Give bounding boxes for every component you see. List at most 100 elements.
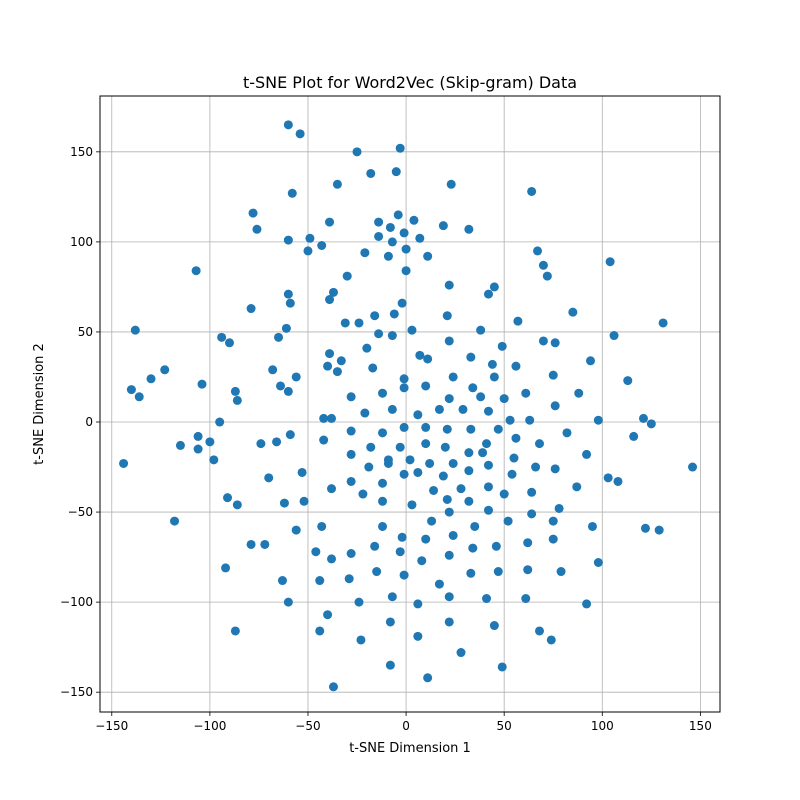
data-point xyxy=(399,383,409,393)
data-point xyxy=(456,484,466,494)
data-point xyxy=(638,413,648,423)
data-point xyxy=(344,574,354,584)
data-point xyxy=(327,413,337,423)
data-point xyxy=(370,541,380,551)
data-point xyxy=(325,295,335,305)
data-point xyxy=(476,325,486,335)
plot-frame xyxy=(99,95,721,713)
data-point xyxy=(444,592,454,602)
data-point xyxy=(466,352,476,362)
data-point xyxy=(523,565,533,575)
data-point xyxy=(385,660,395,670)
data-point xyxy=(315,576,325,586)
data-point xyxy=(399,422,409,432)
data-point xyxy=(268,365,278,375)
data-point xyxy=(438,471,448,481)
data-point xyxy=(224,338,234,348)
data-point xyxy=(264,473,274,483)
data-point xyxy=(358,489,368,499)
data-point xyxy=(483,482,493,492)
data-point xyxy=(533,246,543,256)
data-point xyxy=(323,610,333,620)
data-point xyxy=(295,129,305,139)
data-point xyxy=(438,221,448,231)
data-point xyxy=(328,287,338,297)
data-point xyxy=(352,147,362,157)
data-point xyxy=(468,543,478,553)
data-point xyxy=(362,343,372,353)
data-point xyxy=(554,503,564,513)
x-tick-label: −50 xyxy=(295,719,320,733)
data-point xyxy=(205,437,215,447)
data-point xyxy=(405,455,415,465)
data-point xyxy=(509,453,519,463)
data-point xyxy=(466,568,476,578)
data-point xyxy=(574,388,584,398)
data-point xyxy=(550,401,560,411)
data-point xyxy=(385,617,395,627)
data-point xyxy=(395,547,405,557)
data-point xyxy=(368,363,378,373)
data-point xyxy=(548,370,558,380)
data-point xyxy=(503,516,513,526)
data-point xyxy=(346,426,356,436)
data-point xyxy=(319,435,329,445)
data-point xyxy=(572,482,582,492)
data-point xyxy=(538,336,548,346)
data-point xyxy=(391,167,401,177)
data-point xyxy=(466,424,476,434)
data-point xyxy=(444,507,454,517)
data-point xyxy=(223,493,233,503)
data-point xyxy=(230,386,240,396)
y-tick-label: 50 xyxy=(78,325,93,339)
data-point xyxy=(444,617,454,627)
data-point xyxy=(340,318,350,328)
axis-ticks: −150 −100 −50 0 50 100 150 −150 −100 −50 0 50 100 150 xyxy=(60,145,712,733)
data-point xyxy=(232,395,242,405)
x-tick-label: 50 xyxy=(497,719,512,733)
data-point xyxy=(325,217,335,227)
data-point xyxy=(360,248,370,258)
data-point xyxy=(175,440,185,450)
data-point xyxy=(126,385,136,395)
data-point xyxy=(464,448,474,458)
data-point xyxy=(464,224,474,234)
data-point xyxy=(246,304,256,314)
x-tick-label: −150 xyxy=(95,719,128,733)
data-point xyxy=(354,597,364,607)
data-point xyxy=(442,494,452,504)
data-point xyxy=(483,460,493,470)
data-point xyxy=(407,500,417,510)
data-point xyxy=(311,547,321,557)
data-point xyxy=(415,350,425,360)
data-point xyxy=(399,228,409,238)
data-point xyxy=(325,349,335,359)
data-point xyxy=(413,467,423,477)
data-point xyxy=(327,484,337,494)
data-point xyxy=(511,433,521,443)
data-point xyxy=(511,361,521,371)
data-point xyxy=(521,594,531,604)
data-point xyxy=(378,496,388,506)
data-point xyxy=(468,383,478,393)
data-point xyxy=(370,311,380,321)
data-point xyxy=(421,422,431,432)
data-point xyxy=(497,662,507,672)
data-point xyxy=(315,626,325,636)
data-point xyxy=(342,271,352,281)
data-point xyxy=(346,449,356,459)
data-point xyxy=(482,594,492,604)
data-point xyxy=(423,251,433,261)
data-point xyxy=(283,386,293,396)
data-point xyxy=(393,210,403,220)
data-point xyxy=(395,442,405,452)
data-point xyxy=(193,431,203,441)
data-point xyxy=(374,217,384,227)
data-point xyxy=(556,567,566,577)
data-point xyxy=(401,244,411,254)
data-point xyxy=(550,338,560,348)
data-point xyxy=(444,394,454,404)
data-point xyxy=(346,392,356,402)
data-point xyxy=(215,417,225,427)
data-point xyxy=(283,597,293,607)
